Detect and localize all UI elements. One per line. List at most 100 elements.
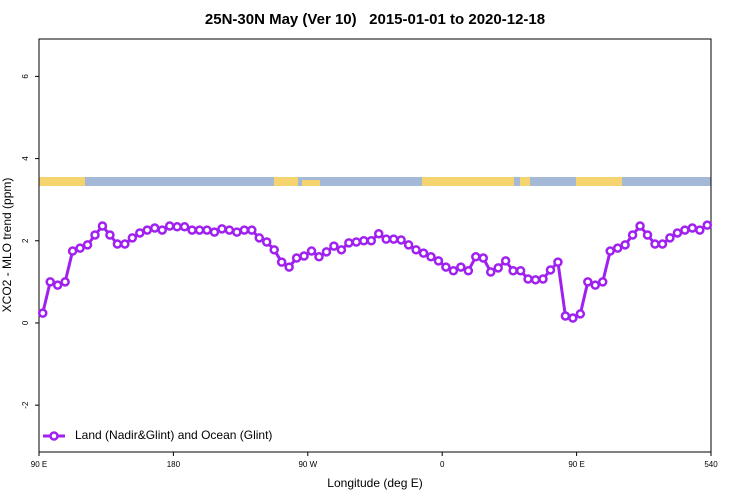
land	[520, 177, 530, 186]
land-ocean-strip	[39, 177, 711, 186]
y-axis-label: XCO2 - MLO trend (ppm)	[0, 178, 14, 313]
legend-marker	[49, 431, 59, 441]
data-point	[538, 274, 548, 284]
data-point	[388, 234, 399, 244]
data-point	[508, 266, 518, 276]
data-point	[627, 230, 638, 240]
land	[39, 177, 85, 186]
data-point	[553, 257, 563, 267]
data-point	[493, 263, 503, 273]
x-tick-label: 180	[167, 460, 181, 469]
chart-title: 25N-30N May (Ver 10) 2015-01-01 to 2020-…	[205, 11, 545, 28]
data-point	[568, 313, 578, 323]
data-point	[672, 228, 683, 238]
y-tick-label: 0	[21, 320, 30, 325]
data-point	[448, 266, 459, 276]
ocean	[39, 177, 711, 186]
data-point	[164, 221, 175, 231]
data-point	[605, 246, 615, 256]
data-point	[82, 240, 93, 250]
land	[302, 180, 320, 186]
data-point	[75, 243, 85, 253]
data-point	[680, 225, 690, 235]
data-point	[135, 228, 145, 238]
data-point	[650, 239, 660, 249]
data-point	[478, 253, 489, 263]
data-point	[67, 246, 78, 256]
data-point	[336, 245, 347, 255]
data-point	[232, 227, 242, 237]
data-point	[583, 277, 593, 287]
y-tick-label: 4	[21, 156, 30, 161]
data-point	[247, 225, 257, 235]
y-tick-label: -2	[21, 401, 30, 409]
data-point	[127, 233, 138, 243]
data-point	[179, 222, 190, 232]
data-point	[269, 245, 279, 255]
data-point	[642, 230, 653, 240]
data-point	[545, 265, 556, 275]
x-tick-label: 90 W	[298, 460, 317, 469]
x-tick-label: 90 E	[568, 460, 584, 469]
data-point	[620, 240, 630, 250]
data-point	[202, 225, 212, 235]
data-point	[120, 239, 130, 249]
y-tick-label: 2	[21, 238, 30, 243]
data-point	[261, 237, 272, 247]
data-point	[112, 239, 123, 249]
data-point	[463, 266, 474, 276]
data-point	[217, 224, 227, 234]
data-point	[530, 275, 541, 285]
data-point	[373, 229, 384, 239]
data-point	[396, 235, 406, 245]
data-point	[359, 236, 369, 246]
data-point	[403, 240, 414, 250]
x-tick-label: 90 E	[31, 460, 47, 469]
data-point	[299, 251, 309, 261]
land	[274, 177, 298, 186]
data-point	[366, 236, 377, 246]
data-point	[635, 221, 645, 231]
data-point	[37, 308, 48, 318]
data-point	[418, 248, 429, 258]
data-point	[209, 227, 220, 237]
data-point	[665, 233, 675, 243]
data-point	[239, 225, 250, 235]
data-point	[97, 221, 108, 231]
data-point	[523, 274, 533, 284]
data-point	[291, 253, 302, 263]
data-point	[194, 225, 205, 235]
data-point	[695, 225, 705, 235]
land	[422, 177, 514, 186]
data-point	[597, 277, 608, 287]
data-point	[560, 311, 571, 321]
data-point	[142, 225, 153, 235]
data-point	[224, 225, 235, 235]
data-point	[515, 266, 526, 276]
plot-frame	[38, 38, 712, 453]
data-point	[306, 246, 317, 256]
data-point	[276, 257, 287, 267]
data-point	[45, 277, 55, 287]
x-axis-label: Longitude (deg E)	[327, 476, 422, 490]
data-point	[687, 223, 698, 233]
data-point	[187, 225, 197, 235]
data-point	[433, 256, 444, 266]
data-point	[254, 233, 265, 243]
land	[576, 177, 622, 186]
y-tick-label: 6	[21, 74, 30, 79]
data-point	[456, 262, 466, 272]
x-tick-label: 0	[440, 460, 445, 469]
data-point	[344, 238, 354, 248]
data-point	[60, 277, 70, 287]
data-point	[702, 220, 713, 230]
data-point	[351, 237, 362, 247]
data-point	[411, 245, 421, 255]
data-point	[575, 309, 586, 319]
data-point	[149, 223, 160, 233]
data-point	[657, 239, 668, 249]
data-point	[381, 234, 391, 244]
data-point	[441, 262, 451, 272]
data-point	[321, 247, 332, 257]
data-point	[52, 280, 63, 290]
